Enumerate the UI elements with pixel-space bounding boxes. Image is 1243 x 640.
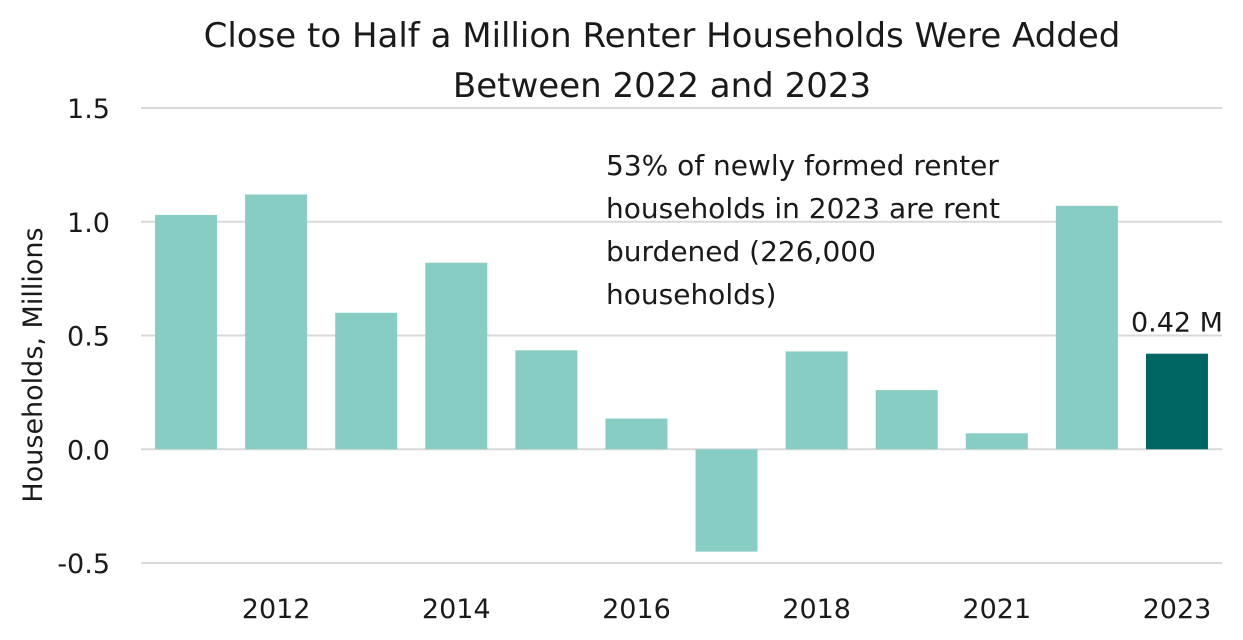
annotation-line-3: burdened (226,000: [606, 235, 876, 268]
x-tick-label: 2018: [782, 594, 851, 625]
bar-2011: [155, 214, 218, 450]
bar-2012: [245, 194, 308, 450]
bar-2019: [875, 390, 938, 450]
bar-2021: [965, 433, 1028, 450]
x-tick-label: 2012: [242, 594, 311, 625]
data-label: 0.42 M: [1131, 308, 1223, 339]
y-tick-label: 1.0: [67, 208, 110, 239]
chart-title-line-2: Between 2022 and 2023: [453, 66, 871, 106]
y-tick-label: -0.5: [57, 549, 110, 580]
y-tick-label: 0.5: [67, 322, 110, 353]
chart-title-line-1: Close to Half a Million Renter Household…: [204, 16, 1121, 56]
x-tick-label: 2014: [422, 594, 491, 625]
bar-2013: [335, 312, 398, 450]
bar-2015: [515, 350, 578, 450]
chart-title: Close to Half a Million Renter Household…: [204, 16, 1121, 106]
bar-2014: [425, 262, 488, 450]
y-tick-label: 0.0: [67, 435, 110, 466]
annotation-line-4: households): [606, 278, 776, 311]
y-tick-label: 1.5: [67, 94, 110, 125]
x-tick-label: 2016: [602, 594, 671, 625]
bar-2016: [605, 418, 668, 450]
bar-2023: [1145, 353, 1208, 450]
x-tick-label: 2023: [1143, 594, 1212, 625]
annotation-line-2: households in 2023 are rent: [606, 192, 1000, 225]
annotation: 53% of newly formed renter households in…: [606, 149, 1000, 311]
bar-2018: [785, 351, 848, 450]
bar-2022: [1055, 205, 1118, 450]
bar-2017: [695, 449, 758, 552]
x-tick-label: 2021: [962, 594, 1031, 625]
y-axis-label: Households, Millions: [18, 227, 49, 502]
annotation-line-1: 53% of newly formed renter: [606, 149, 999, 182]
